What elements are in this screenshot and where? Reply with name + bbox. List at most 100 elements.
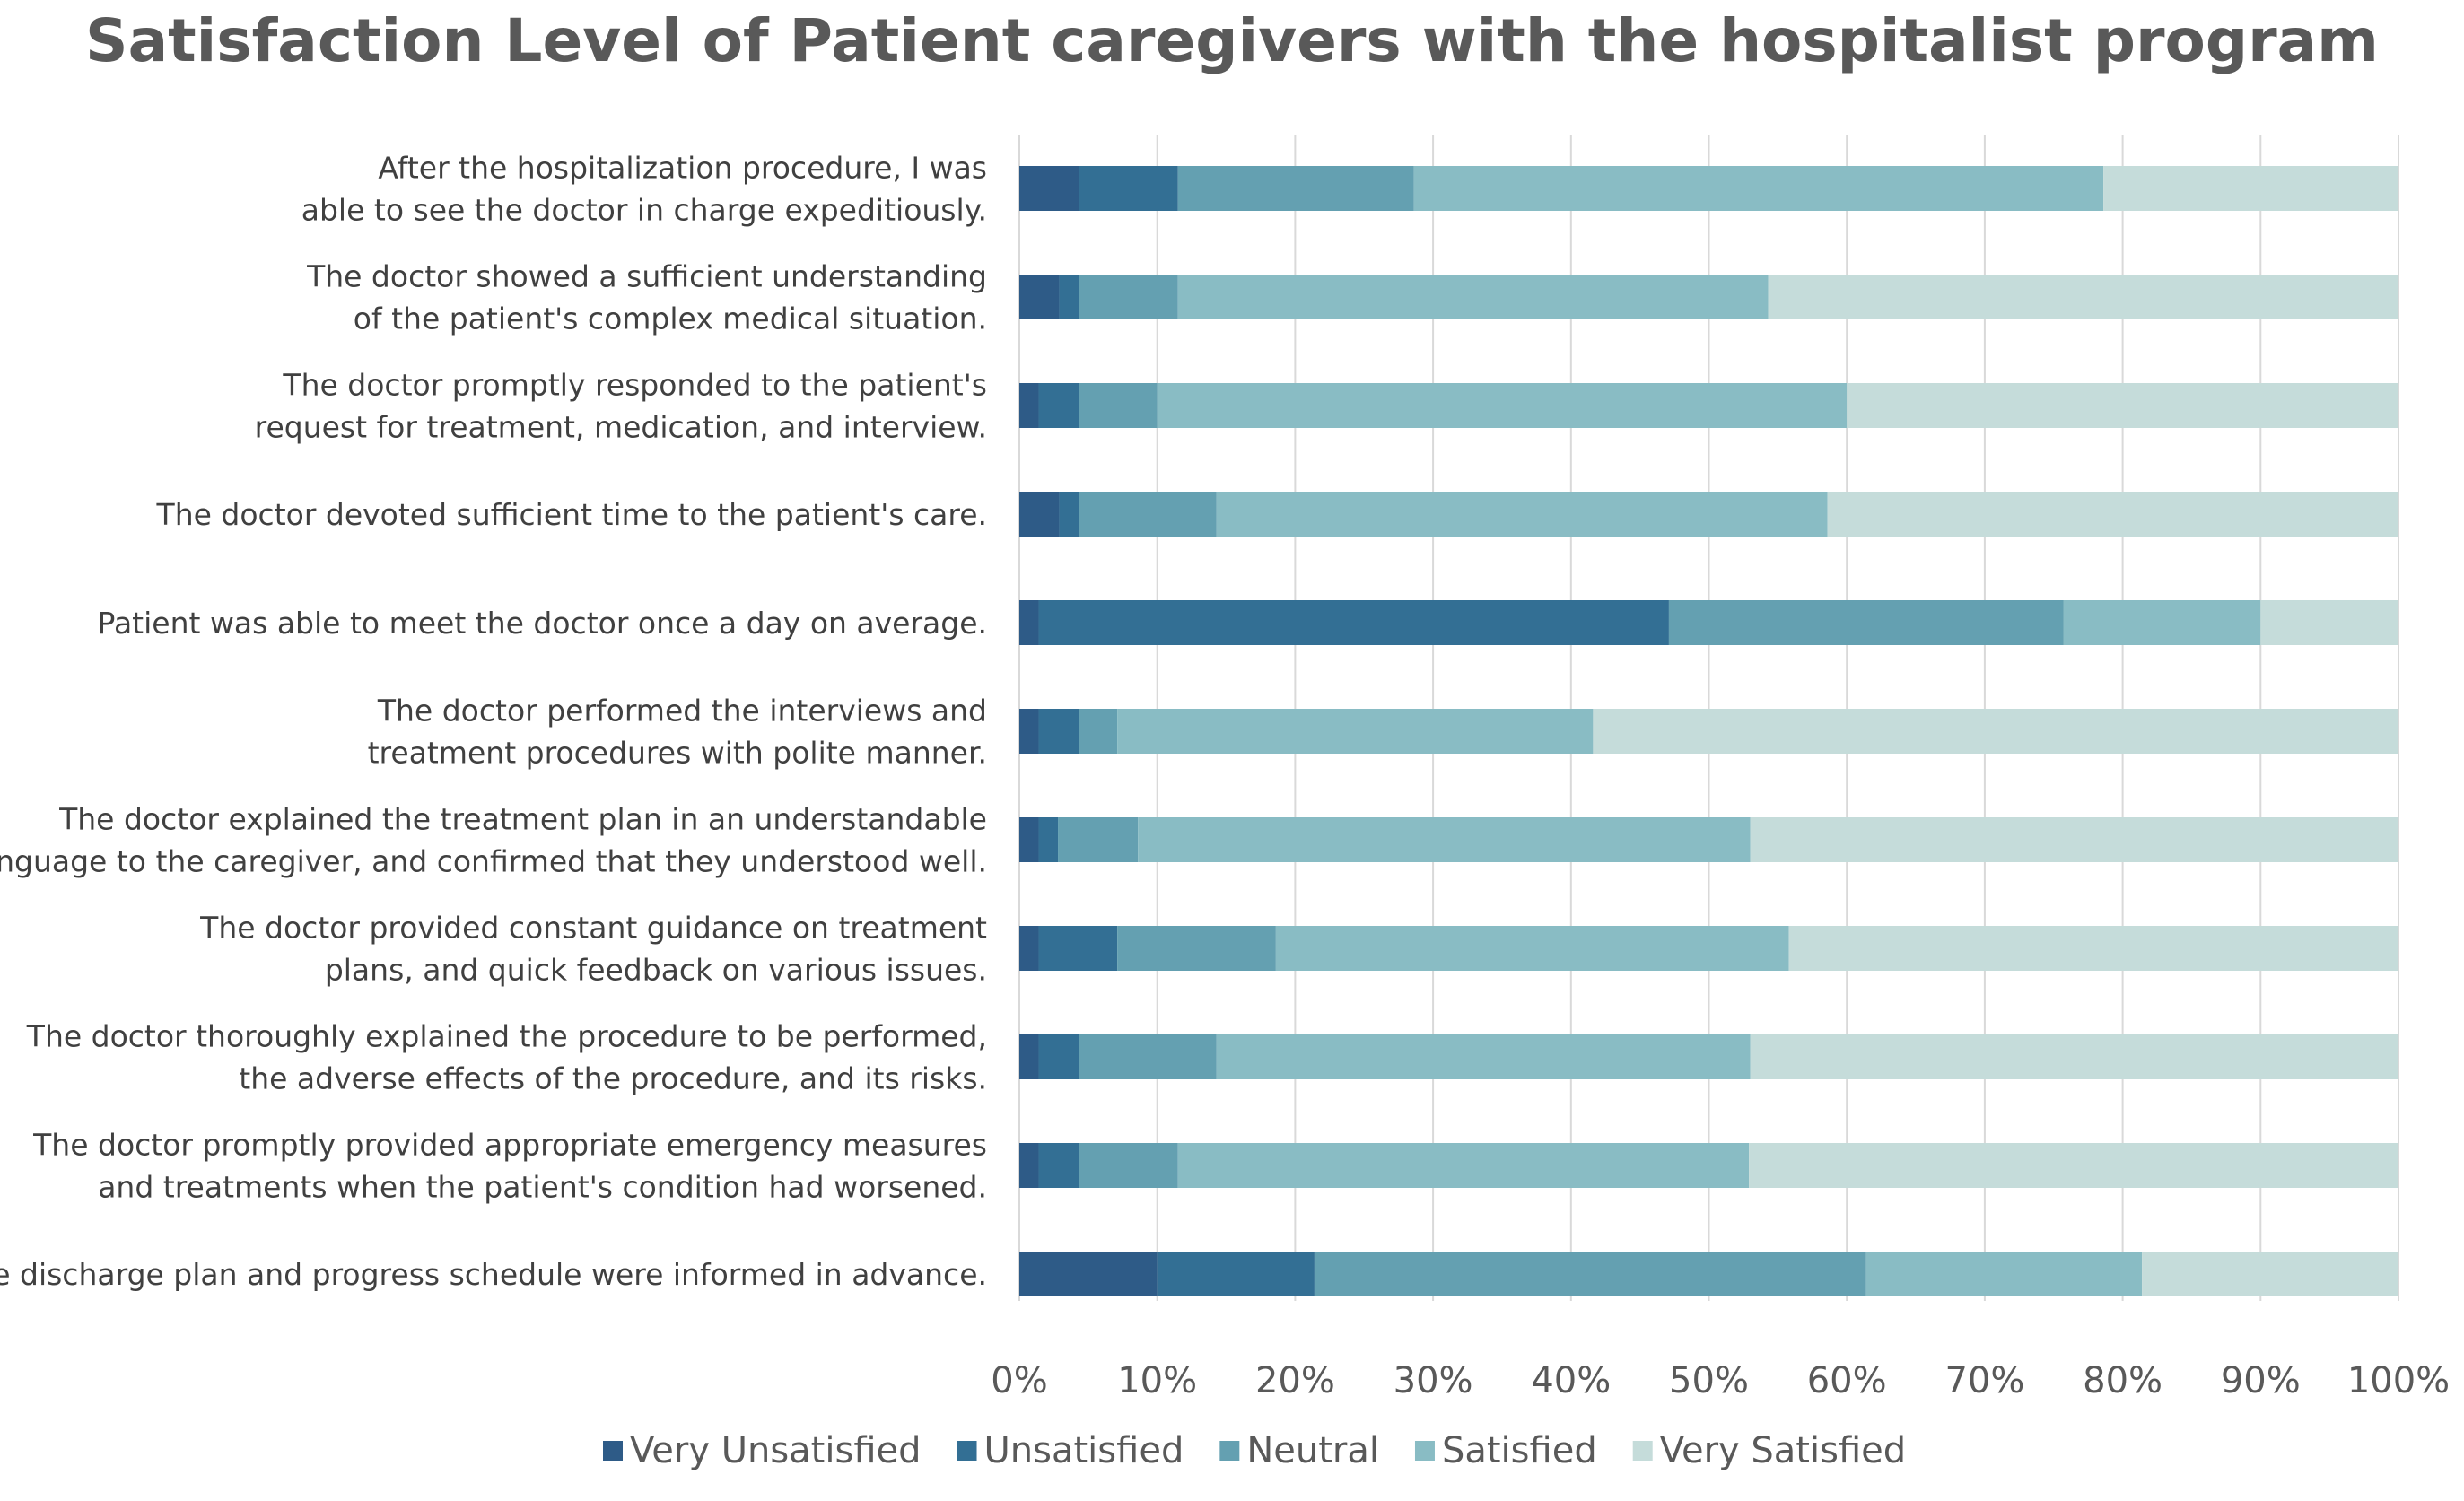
category-label: The doctor devoted sufficient time to th… <box>156 497 987 532</box>
bar-segment <box>1157 1252 1315 1296</box>
category-label: treatment procedures with polite manner. <box>368 736 987 771</box>
legend-label: Neutral <box>1246 1430 1379 1471</box>
chart-title: Satisfaction Level of Patient caregivers… <box>85 6 2379 75</box>
legend-label: Satisfied <box>1442 1430 1597 1471</box>
bar-segment <box>1157 383 1848 428</box>
bar-segment <box>1019 817 1039 862</box>
bar-segment <box>1138 817 1751 862</box>
bar-segment <box>1177 166 1414 211</box>
category-label: The doctor explained the treatment plan … <box>58 802 987 837</box>
bar-segment <box>1019 166 1079 211</box>
bar-segment <box>1079 166 1178 211</box>
legend-item: Very Unsatisfied <box>603 1430 922 1471</box>
category-label: plans, and quick feedback on various iss… <box>325 953 987 988</box>
bar-segment <box>2142 1252 2398 1296</box>
x-tick-label: 50% <box>1669 1360 1749 1401</box>
bar-segment <box>1079 1143 1178 1188</box>
bar-segment <box>1593 709 2398 754</box>
legend-label: Very Unsatisfied <box>630 1430 922 1471</box>
bar-segment <box>1038 1143 1079 1188</box>
x-tick-label: 80% <box>2083 1360 2163 1401</box>
bar-segment <box>2260 600 2398 645</box>
bar-segment <box>1768 275 2398 319</box>
bar-segment <box>1019 1034 1039 1079</box>
bar-segment <box>1038 1034 1079 1079</box>
legend-item: Neutral <box>1219 1430 1379 1471</box>
category-label: language to the caregiver, and confirmed… <box>0 844 987 879</box>
x-tick-label: 100% <box>2347 1360 2450 1401</box>
category-labels: After the hospitalization procedure, I w… <box>0 151 987 1293</box>
x-tick-label: 60% <box>1807 1360 1887 1401</box>
bars <box>1019 166 2398 1296</box>
legend-swatch <box>603 1441 623 1461</box>
bar-segment <box>1079 709 1118 754</box>
bar-segment <box>1059 275 1079 319</box>
bar-segment <box>1079 492 1217 537</box>
legend-item: Satisfied <box>1414 1430 1597 1471</box>
bar-segment <box>1019 275 1060 319</box>
category-label: The doctor showed a sufficient understan… <box>306 259 987 294</box>
bar-segment <box>1079 275 1178 319</box>
legend-item: Very Satisfied <box>1632 1430 1906 1471</box>
x-tick-label: 10% <box>1117 1360 1197 1401</box>
category-label: of the patient's complex medical situati… <box>354 301 987 336</box>
bar-segment <box>1275 926 1789 971</box>
x-tick-label: 30% <box>1394 1360 1473 1401</box>
bar-segment <box>1038 926 1118 971</box>
bar-segment <box>1019 926 1039 971</box>
bar-segment <box>1079 383 1158 428</box>
category-label: the adverse effects of the procedure, an… <box>239 1061 987 1096</box>
bar-segment <box>1059 492 1079 537</box>
bar-segment <box>1019 709 1039 754</box>
category-label: able to see the doctor in charge expedit… <box>301 193 987 228</box>
bar-segment <box>1058 817 1139 862</box>
legend-swatch <box>957 1441 977 1461</box>
bar-segment <box>2063 600 2261 645</box>
x-tick-label: 90% <box>2221 1360 2301 1401</box>
x-tick-label: 70% <box>1944 1360 2024 1401</box>
legend-item: Unsatisfied <box>957 1430 1184 1471</box>
category-label: Patient was able to meet the doctor once… <box>98 606 987 641</box>
bar-segment <box>2103 166 2398 211</box>
bar-segment <box>1750 817 2398 862</box>
category-label: The discharge plan and progress schedule… <box>0 1257 987 1292</box>
bar-segment <box>1019 492 1060 537</box>
x-tick-label: 40% <box>1531 1360 1611 1401</box>
bar-segment <box>1788 926 2398 971</box>
legend: Very Unsatisfied Unsatisfied Neutral Satisf… <box>603 1430 1906 1471</box>
category-label: The doctor promptly responded to the pat… <box>282 368 987 403</box>
category-label: and treatments when the patient's condit… <box>98 1170 987 1205</box>
bar-segment <box>1117 926 1276 971</box>
category-label: The doctor performed the interviews and <box>377 694 987 729</box>
bar-segment <box>1079 1034 1217 1079</box>
bar-segment <box>1847 383 2398 428</box>
bar-segment <box>1749 1143 2398 1188</box>
bar-segment <box>1314 1252 1866 1296</box>
bar-segment <box>1038 383 1079 428</box>
bar-segment <box>1117 709 1594 754</box>
bar-segment <box>1827 492 2398 537</box>
bar-segment <box>1019 1143 1039 1188</box>
x-axis-tick-labels: 0% 10% 20% 30% 40% 50% 60% 70% 80% 90% 100% <box>991 1360 2450 1401</box>
bar-segment <box>1038 709 1079 754</box>
bar-segment <box>1038 817 1059 862</box>
category-label: request for treatment, medication, and i… <box>255 410 987 445</box>
bar-segment <box>1019 383 1039 428</box>
bar-segment <box>1216 1034 1751 1079</box>
category-label: The doctor promptly provided appropriate… <box>32 1128 987 1163</box>
bar-segment <box>1750 1034 2398 1079</box>
bar-segment <box>1216 492 1828 537</box>
bar-segment <box>1019 600 1039 645</box>
category-label: The doctor thoroughly explained the proc… <box>26 1019 987 1054</box>
legend-swatch <box>1414 1441 1435 1461</box>
bar-segment <box>1038 600 1669 645</box>
legend-swatch <box>1632 1441 1653 1461</box>
category-label: The doctor provided constant guidance on… <box>199 911 987 946</box>
legend-label: Unsatisfied <box>984 1430 1184 1471</box>
legend-swatch <box>1219 1441 1240 1461</box>
bar-segment <box>1413 166 2104 211</box>
bar-segment <box>1177 1143 1750 1188</box>
bar-segment <box>1668 600 2064 645</box>
legend-label: Very Satisfied <box>1660 1430 1906 1471</box>
